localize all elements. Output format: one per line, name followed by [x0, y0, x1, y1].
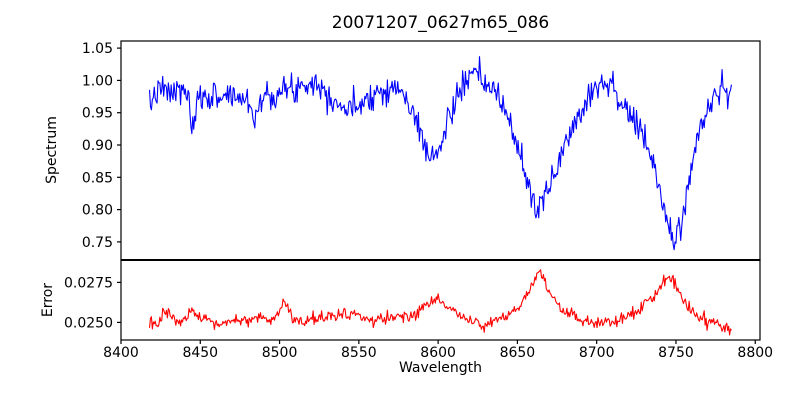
- spectrum-y-tick-label: 1.00: [82, 73, 113, 89]
- error-line: [148, 269, 732, 336]
- x-tick-label: 8750: [658, 345, 694, 361]
- x-tick-label: 8800: [737, 345, 773, 361]
- spectrum-line: [148, 56, 733, 251]
- x-axis-label: Wavelength: [398, 360, 483, 376]
- spectrum-y-tick-label: 0.80: [82, 203, 113, 219]
- spectrum-y-tick-label: 0.90: [82, 138, 113, 154]
- spectrum-y-tick-label: 0.85: [82, 170, 113, 186]
- x-tick-label: 8550: [341, 345, 377, 361]
- x-tick-label: 8600: [420, 345, 456, 361]
- x-tick-label: 8650: [500, 345, 536, 361]
- x-tick-label: 8500: [262, 345, 298, 361]
- error-panel-frame: [120, 259, 761, 341]
- x-tick-label: 8450: [182, 345, 218, 361]
- spectrum-y-tick-label: 1.05: [82, 41, 113, 57]
- x-tick-label: 8700: [579, 345, 615, 361]
- spectrum-y-tick-label: 0.95: [82, 106, 113, 122]
- error-y-tick-label: 0.0250: [64, 315, 113, 331]
- chart-title: 20071207_0627m65_086: [331, 13, 550, 33]
- spectrum-y-tick-label: 0.75: [82, 235, 113, 251]
- x-tick-label: 8400: [103, 345, 139, 361]
- error-y-tick-label: 0.0275: [64, 275, 113, 291]
